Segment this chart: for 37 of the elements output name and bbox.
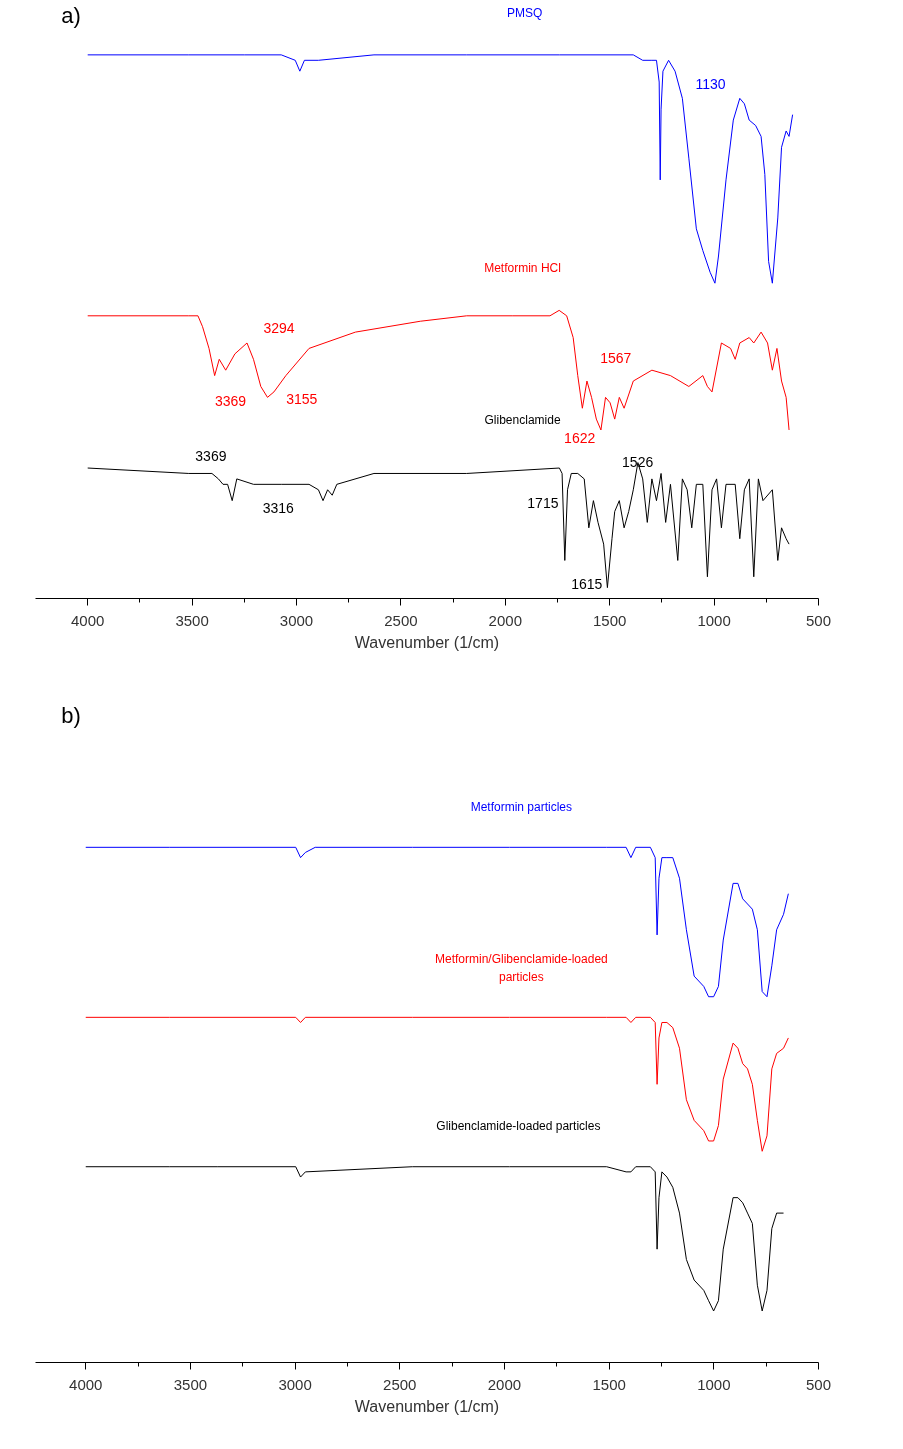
annotation: 1130 — [695, 76, 726, 93]
annotation: 3316 — [262, 500, 295, 517]
chart-title: b) — [61, 703, 81, 729]
x-tick-label: 3000 — [278, 1375, 312, 1393]
x-tick-label: 3500 — [173, 1375, 208, 1393]
x-tick-label: 500 — [805, 1375, 832, 1393]
text: Glibenclamide-loaded particles — [436, 1119, 601, 1134]
x-tick-label: 1000 — [697, 1375, 731, 1393]
x-tick-label: 4000 — [71, 611, 105, 629]
x-tick-label: 500 — [805, 611, 832, 629]
chart-title: a) — [61, 3, 81, 29]
x-tick-label: 2500 — [383, 1375, 417, 1393]
x-axis-title: Wavenumber (1/cm) — [354, 1397, 500, 1415]
x-tick-label: 2000 — [488, 611, 522, 629]
x-tick-label: 4000 — [69, 1375, 103, 1393]
text: Metformin particles — [470, 799, 573, 814]
annotation: 1615 — [571, 575, 603, 592]
x-tick-label: 3000 — [279, 611, 314, 629]
x-tick-label: 1500 — [593, 611, 627, 629]
x-tick-label: 1500 — [592, 1375, 626, 1393]
x-tick-label: 1000 — [697, 611, 731, 629]
annotation: 3369 — [195, 447, 227, 464]
annotation: 3155 — [286, 390, 318, 407]
annotation: 1567 — [600, 349, 632, 366]
annotation: 3369 — [214, 392, 247, 409]
x-tick-label: 2500 — [384, 611, 418, 629]
x-tick-label: 3500 — [175, 611, 209, 629]
text: Metformin/Glibenclamide-loaded particles — [434, 952, 608, 984]
annotation: 3294 — [263, 320, 295, 337]
text: PMSQ — [507, 5, 543, 20]
text: Glibenclamide — [484, 413, 561, 428]
annotation: 1715 — [527, 495, 559, 512]
annotation: 1622 — [564, 429, 596, 446]
annotation: 1526 — [622, 454, 654, 471]
x-axis-title: Wavenumber (1/cm) — [354, 633, 500, 651]
x-tick-label: 2000 — [487, 1375, 522, 1393]
text: Metformin HCl — [484, 261, 561, 276]
